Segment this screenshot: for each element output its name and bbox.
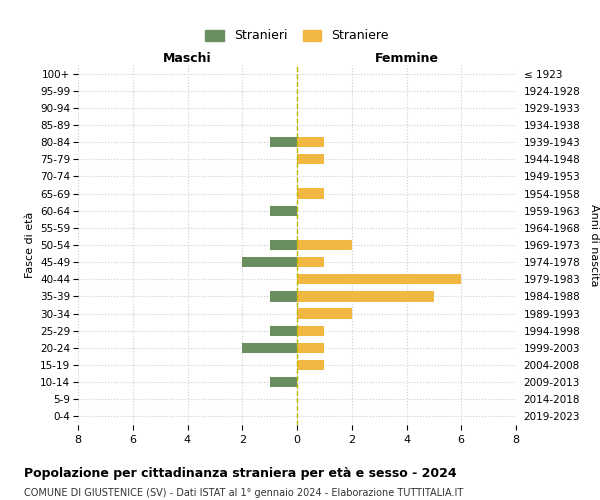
Bar xyxy=(297,274,461,284)
Bar xyxy=(269,377,297,388)
Text: Maschi: Maschi xyxy=(163,52,212,65)
Bar xyxy=(297,360,325,370)
Bar xyxy=(269,326,297,336)
Bar xyxy=(269,292,297,302)
Bar xyxy=(297,342,325,353)
Bar xyxy=(297,292,434,302)
Bar xyxy=(242,257,297,268)
Bar xyxy=(297,137,325,147)
Bar xyxy=(269,240,297,250)
Bar xyxy=(269,206,297,216)
Bar xyxy=(242,342,297,353)
Bar xyxy=(297,240,352,250)
Y-axis label: Fasce di età: Fasce di età xyxy=(25,212,35,278)
Y-axis label: Anni di nascita: Anni di nascita xyxy=(589,204,599,286)
Legend: Stranieri, Straniere: Stranieri, Straniere xyxy=(200,24,394,48)
Bar xyxy=(297,326,325,336)
Bar xyxy=(297,308,352,318)
Bar xyxy=(297,257,325,268)
Bar xyxy=(269,137,297,147)
Text: Femmine: Femmine xyxy=(374,52,439,65)
Text: Popolazione per cittadinanza straniera per età e sesso - 2024: Popolazione per cittadinanza straniera p… xyxy=(24,468,457,480)
Bar xyxy=(297,188,325,198)
Text: COMUNE DI GIUSTENICE (SV) - Dati ISTAT al 1° gennaio 2024 - Elaborazione TUTTITA: COMUNE DI GIUSTENICE (SV) - Dati ISTAT a… xyxy=(24,488,463,498)
Bar xyxy=(297,154,325,164)
